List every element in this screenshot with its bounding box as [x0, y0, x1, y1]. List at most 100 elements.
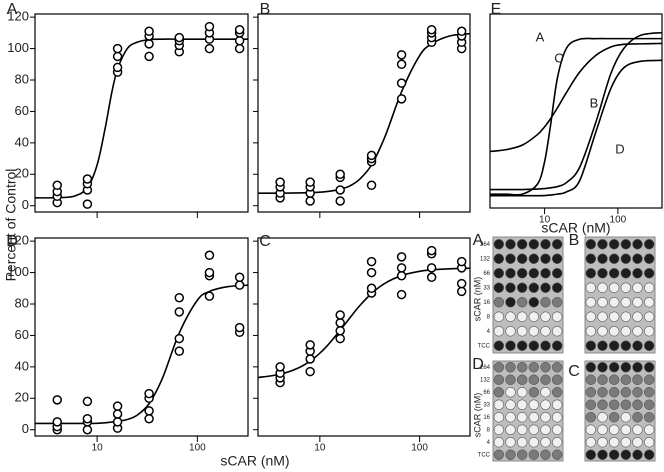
series-label: C [554, 50, 563, 65]
plate-row-label: 16 [483, 415, 490, 421]
well [505, 326, 516, 337]
data-point [335, 185, 345, 195]
plate-row-label: 16 [483, 300, 490, 306]
plate-row-label: 264 [480, 242, 491, 248]
well [528, 311, 540, 322]
well [643, 387, 655, 398]
data-point [112, 417, 123, 427]
y-tick-label: 100 [7, 40, 29, 55]
well [632, 412, 643, 423]
well [516, 253, 528, 264]
well [585, 362, 597, 373]
well [608, 282, 620, 293]
well [551, 412, 563, 423]
well [528, 437, 540, 448]
well [516, 239, 528, 250]
plate-axis-label: sCAR (nM) [472, 277, 482, 322]
well [643, 362, 655, 373]
well [620, 362, 632, 373]
x-tick-label: 100 [411, 443, 428, 454]
well [632, 311, 643, 322]
data-point [144, 51, 154, 62]
x-tick-label: 10 [92, 443, 104, 454]
panel: B [253, 1, 471, 218]
y-tick-label: 80 [15, 295, 29, 310]
data-point [366, 256, 377, 267]
well [516, 387, 528, 398]
well [493, 311, 505, 322]
well [505, 387, 516, 398]
well [620, 437, 632, 448]
well [632, 268, 643, 279]
plate-row-label: 132 [480, 256, 491, 262]
well [620, 387, 632, 398]
data-point [396, 94, 407, 104]
well [620, 239, 632, 250]
well [585, 437, 597, 448]
well [551, 387, 563, 398]
well [608, 326, 620, 337]
well [505, 297, 516, 308]
well [585, 253, 597, 264]
data-point [174, 333, 185, 344]
panel: D 0 20 40 60 80 100 120 10 100 sCAR (nM) [6, 233, 289, 469]
well [551, 362, 563, 373]
well [505, 311, 516, 322]
data-point [144, 39, 154, 49]
data-point [82, 396, 93, 407]
well [528, 387, 540, 398]
well [516, 311, 528, 322]
well [608, 374, 620, 385]
data-point [275, 177, 285, 187]
data-point [456, 278, 467, 289]
well [505, 449, 516, 460]
well [643, 311, 655, 322]
data-point [174, 32, 185, 43]
data-point [305, 177, 315, 187]
well [585, 374, 597, 385]
well [620, 326, 632, 337]
well [643, 424, 655, 435]
plate-image [584, 360, 656, 462]
series-label: A [536, 29, 545, 44]
data-point [234, 280, 245, 290]
plot-frame [257, 237, 471, 437]
y-tick-label: 80 [15, 71, 29, 86]
data-point [112, 409, 123, 419]
data-point [305, 366, 315, 377]
well [608, 268, 620, 279]
well [643, 253, 655, 264]
plate-row-label: 4 [487, 329, 491, 335]
plate-row-label: 132 [480, 377, 491, 383]
data-point [144, 26, 154, 37]
well [585, 399, 597, 410]
series-line [490, 31, 662, 191]
well [643, 412, 655, 423]
well [493, 412, 505, 423]
data-point [426, 272, 437, 283]
well [551, 424, 563, 435]
data-point [112, 51, 123, 62]
data-point [456, 286, 467, 297]
data-point [112, 62, 123, 73]
well [597, 399, 608, 410]
well [608, 399, 620, 410]
well [551, 282, 563, 293]
well [608, 253, 620, 264]
well [493, 387, 505, 398]
data-point [456, 26, 467, 37]
well [632, 297, 643, 308]
well [516, 282, 528, 293]
well [528, 449, 540, 460]
data-point [234, 322, 245, 333]
well [505, 412, 516, 423]
well [597, 412, 608, 423]
well [620, 282, 632, 293]
well [540, 340, 551, 351]
well [516, 412, 528, 423]
data-point [234, 43, 245, 54]
well [620, 374, 632, 385]
well [597, 437, 608, 448]
plate-row-label: 33 [483, 402, 490, 408]
